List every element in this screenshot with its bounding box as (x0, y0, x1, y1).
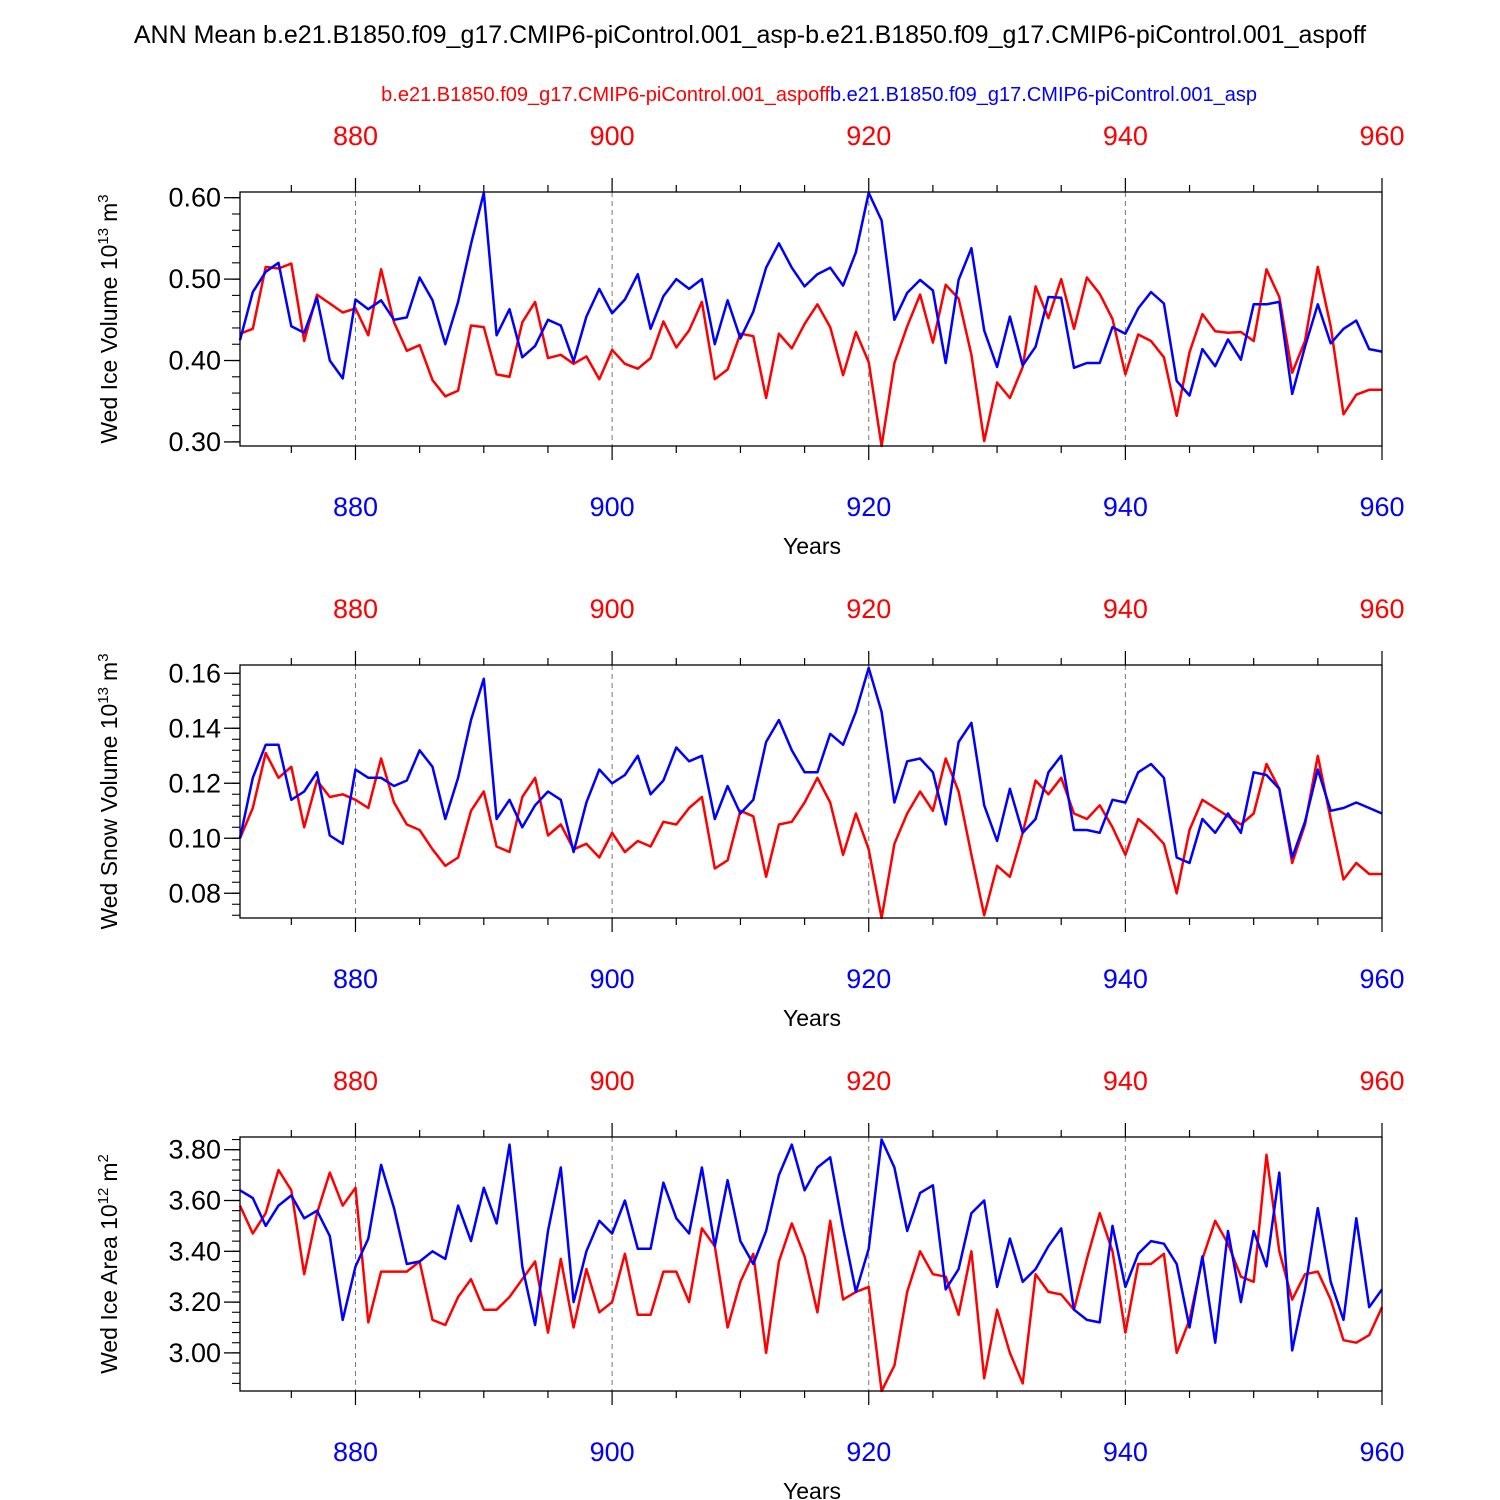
y-axis-title-unit: m (96, 1162, 122, 1181)
x-tick-label-bottom: 960 (1359, 1437, 1404, 1467)
y-tick-label: 3.80 (168, 1135, 221, 1165)
y-tick-label: 0.08 (168, 878, 221, 908)
plot-frame (239, 191, 1383, 447)
y-tick-label: 0.16 (168, 658, 221, 688)
y-axis-title-main: Wed Ice Area 10 (96, 1204, 122, 1374)
y-tick-label: 0.30 (168, 427, 221, 457)
x-axis-title: Years (783, 1005, 841, 1031)
x-tick-label-bottom: 900 (590, 492, 635, 522)
legend-blue-label: b.e21.B1850.f09_g17.CMIP6-piControl.001_… (830, 84, 1257, 106)
x-tick-label-top: 920 (846, 121, 891, 151)
y-axis-title-unit: m (96, 662, 122, 681)
x-tick-label-bottom: 880 (333, 1437, 378, 1467)
series-line-asp (238, 191, 1383, 397)
x-tick-label-bottom: 960 (1359, 492, 1404, 522)
plot-frame (239, 664, 1383, 919)
chart-panels: 880 880 900 900 920 920 940 940 960 960 Years 0.30 0… (95, 121, 1405, 1500)
y-axis-title-unit-exponent: 3 (95, 653, 112, 661)
y-axis-title: Wed Ice Area 1012 m2 (95, 1154, 122, 1374)
y-axis-title-unit-exponent: 2 (95, 1154, 112, 1162)
x-tick-label-top: 940 (1103, 1066, 1148, 1096)
series-line-aspoff (239, 262, 1382, 448)
y-tick-label: 0.40 (168, 346, 221, 376)
x-tick-label-top: 960 (1359, 594, 1404, 624)
y-tick-label: 0.14 (168, 713, 221, 743)
chart-panel-2: 880 880 900 900 920 920 940 940 960 960 Years 0.08 0… (95, 594, 1405, 1031)
y-axis-title-main: Wed Ice Volume 10 (96, 245, 122, 444)
series-line-asp (239, 1138, 1384, 1352)
x-tick-label-top: 900 (590, 594, 635, 624)
x-tick-label-top: 940 (1103, 121, 1148, 151)
series-line-asp (238, 666, 1383, 865)
x-tick-label-bottom: 900 (590, 964, 635, 994)
x-tick-label-top: 920 (846, 594, 891, 624)
chart-panel-1: 880 880 900 900 920 920 940 940 960 960 Years 0.30 0… (95, 121, 1405, 559)
y-axis-title-unit-exponent: 3 (95, 194, 112, 202)
series-line-aspoff (238, 1153, 1384, 1393)
y-axis-title-exponent: 12 (95, 1188, 112, 1205)
x-tick-label-top: 880 (333, 594, 378, 624)
x-tick-label-bottom: 940 (1103, 964, 1148, 994)
y-tick-label: 3.60 (168, 1186, 221, 1216)
y-tick-label: 3.00 (168, 1338, 221, 1368)
series-line-aspoff (238, 751, 1382, 920)
x-tick-label-bottom: 900 (590, 1437, 635, 1467)
x-tick-label-top: 940 (1103, 594, 1148, 624)
x-tick-label-bottom: 940 (1103, 1437, 1148, 1467)
y-axis-title: Wed Ice Volume 1013 m3 (95, 194, 122, 443)
y-tick-label: 0.50 (168, 264, 221, 294)
x-axis-title: Years (783, 533, 841, 559)
x-tick-label-top: 880 (333, 1066, 378, 1096)
x-axis-title: Years (783, 1478, 841, 1500)
x-tick-label-bottom: 920 (846, 1437, 891, 1467)
x-tick-label-bottom: 920 (846, 492, 891, 522)
x-tick-label-top: 920 (846, 1066, 891, 1096)
y-axis-title-unit: m (96, 203, 122, 222)
x-tick-label-top: 900 (590, 1066, 635, 1096)
x-tick-label-bottom: 920 (846, 964, 891, 994)
x-tick-label-bottom: 880 (333, 492, 378, 522)
y-axis-title-main: Wed Snow Volume 10 (96, 704, 122, 930)
y-tick-label: 0.12 (168, 768, 221, 798)
figure-title: ANN Mean b.e21.B1850.f09_g17.CMIP6-piCon… (134, 21, 1366, 49)
y-axis-title-exponent: 13 (95, 687, 112, 704)
x-tick-label-top: 900 (590, 121, 635, 151)
y-tick-label: 3.40 (168, 1236, 221, 1266)
y-axis-title-exponent: 13 (95, 228, 112, 245)
x-tick-label-bottom: 960 (1359, 964, 1404, 994)
x-tick-label-bottom: 880 (333, 964, 378, 994)
x-tick-label-bottom: 940 (1103, 492, 1148, 522)
y-tick-label: 0.10 (168, 823, 221, 853)
x-tick-label-top: 880 (333, 121, 378, 151)
y-axis-title: Wed Snow Volume 1013 m3 (95, 653, 122, 929)
y-tick-label: 0.60 (168, 183, 221, 213)
plot-frame (239, 1136, 1383, 1392)
x-tick-label-top: 960 (1359, 1066, 1404, 1096)
chart-panel-3: 880 880 900 900 920 920 940 940 960 960 Years 3.00 3… (95, 1066, 1405, 1500)
legend-red-label: b.e21.B1850.f09_g17.CMIP6-piControl.001_… (381, 84, 830, 106)
y-tick-label: 3.20 (168, 1287, 221, 1317)
x-tick-label-top: 960 (1359, 121, 1404, 151)
